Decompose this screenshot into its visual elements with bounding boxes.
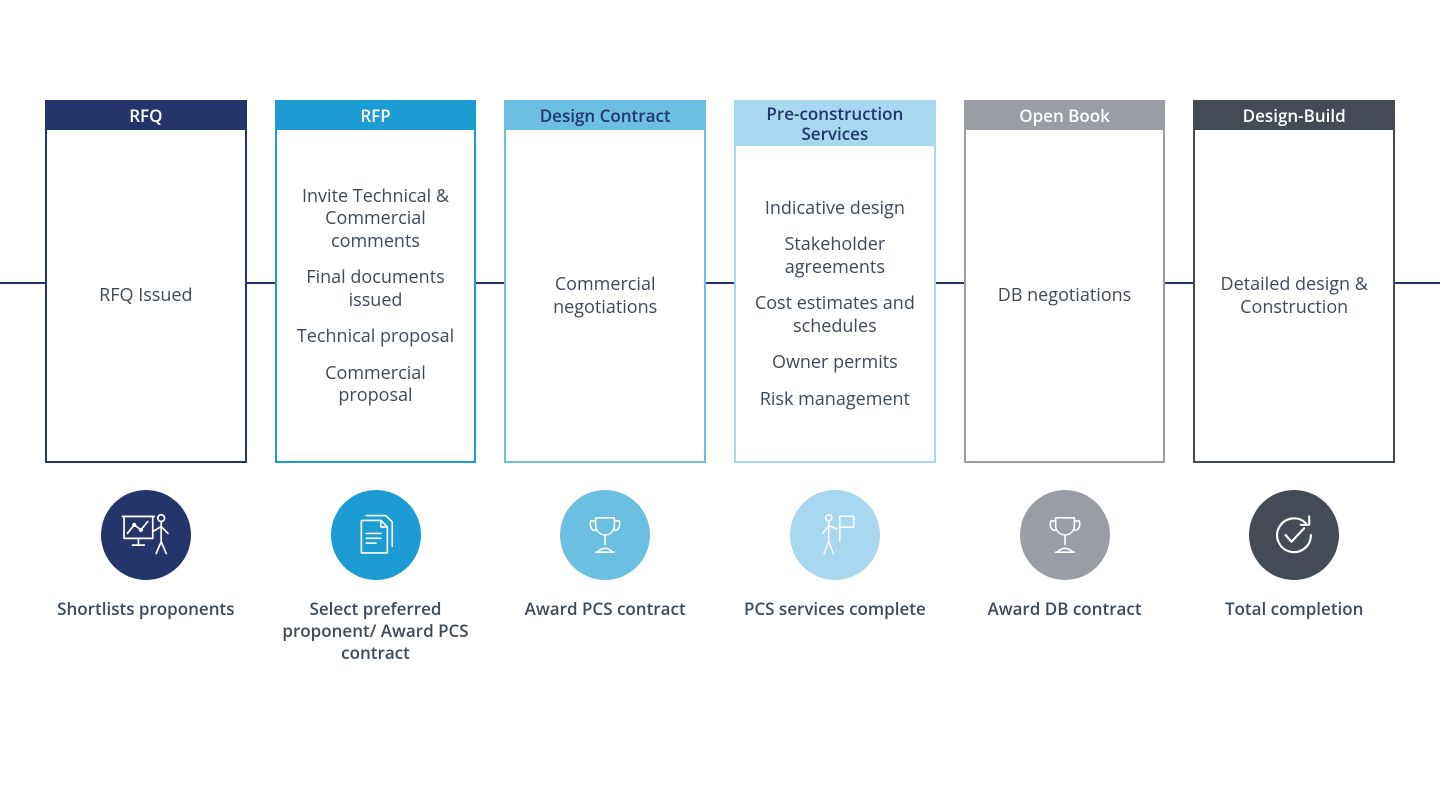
stage-header-design-build: Design-Build (1195, 102, 1393, 130)
milestone-label: Total completion (1219, 598, 1370, 620)
milestone-label: Shortlists proponents (51, 598, 240, 620)
stage-item: Stakeholder agreements (746, 233, 924, 278)
stage-body-design-contract: Commercial negotiations (506, 130, 704, 461)
stage-header-pre-construction: Pre-construction Services (736, 102, 934, 146)
stage-body-open-book: DB negotiations (966, 130, 1164, 461)
stage-item: Cost estimates and schedules (746, 292, 924, 337)
milestones-row: Shortlists proponents Select preferred p… (45, 490, 1395, 664)
stage-body-rfp: Invite Technical & Commercial comments Fi… (277, 130, 475, 461)
stage-header-design-contract: Design Contract (506, 102, 704, 130)
stage-design-contract: Design Contract Commercial negotiations (504, 100, 706, 463)
stage-header-open-book: Open Book (966, 102, 1164, 130)
stage-item: Owner permits (772, 351, 898, 374)
stage-body-pre-construction: Indicative design Stakeholder agreements C… (736, 146, 934, 461)
stages-row: RFQRFQ IssuedRFPInvite Technical & Comme… (45, 100, 1395, 463)
stage-item: DB negotiations (998, 284, 1131, 307)
stage-open-book: Open Book DB negotiations (964, 100, 1166, 463)
stage-item: Final documents issued (287, 266, 465, 311)
milestone-shortlists: Shortlists proponents (45, 490, 247, 664)
milestone-label: Select preferred proponent/ Award PCS co… (275, 598, 477, 664)
milestone-label: Award PCS contract (519, 598, 692, 620)
stage-pre-construction: Pre-construction ServicesIndicative desi… (734, 100, 936, 463)
stage-item: Invite Technical & Commercial comments (287, 185, 465, 253)
stage-item: Technical proposal (297, 325, 454, 348)
stage-header-rfq: RFQ (47, 102, 245, 130)
stage-item: RFQ Issued (99, 284, 192, 307)
documents-icon (331, 490, 421, 580)
stage-body-rfq: RFQ Issued (47, 130, 245, 461)
milestone-total-completion: Total completion (1193, 490, 1395, 664)
check-cycle-icon (1249, 490, 1339, 580)
milestone-pcs-complete: PCS services complete (734, 490, 936, 664)
stage-header-rfp: RFP (277, 102, 475, 130)
trophy-icon (560, 490, 650, 580)
stage-rfq: RFQ RFQ Issued (45, 100, 247, 463)
flag-person-icon (790, 490, 880, 580)
stage-item: Detailed design & Construction (1205, 273, 1383, 318)
milestone-label: Award DB contract (981, 598, 1147, 620)
stage-item: Commercial proposal (287, 362, 465, 407)
stage-body-design-build: Detailed design & Construction (1195, 130, 1393, 461)
milestone-select-preferred: Select preferred proponent/ Award PCS co… (275, 490, 477, 664)
milestone-award-pcs: Award PCS contract (504, 490, 706, 664)
stage-item: Risk management (760, 388, 910, 411)
stage-design-build: Design-Build Detailed design & Constructi… (1193, 100, 1395, 463)
trophy-icon (1020, 490, 1110, 580)
presenter-icon (101, 490, 191, 580)
stage-item: Commercial negotiations (516, 273, 694, 318)
stage-item: Indicative design (765, 197, 905, 220)
milestone-award-db: Award DB contract (964, 490, 1166, 664)
stage-rfp: RFPInvite Technical & Commercial comment… (275, 100, 477, 463)
milestone-label: PCS services complete (738, 598, 932, 620)
